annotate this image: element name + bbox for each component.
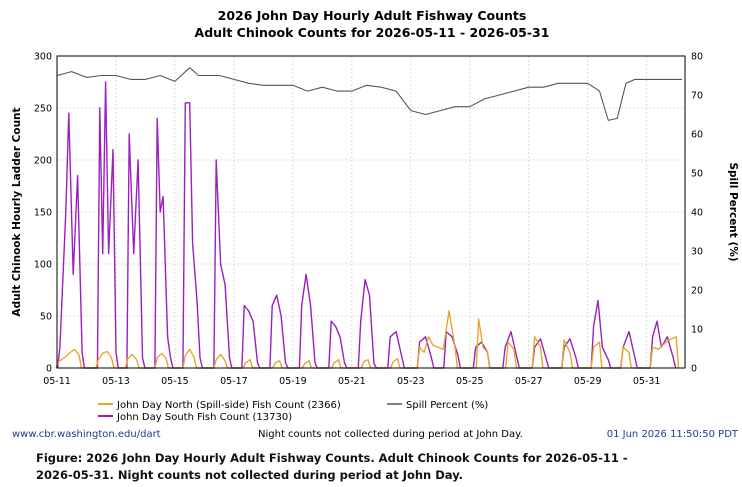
chart-subtitle: Adult Chinook Counts for 2026-05-11 - 20… — [195, 25, 550, 40]
figure-caption: Figure: 2026 John Day Hourly Adult Fishw… — [36, 451, 628, 482]
x-tick-label: 05-15 — [161, 376, 189, 387]
y-axis-label-right: Spill Percent (%) — [727, 162, 739, 261]
legend-label-north: John Day North (Spill-side) Fish Count (… — [116, 400, 341, 411]
plot-frame — [56, 55, 686, 369]
series-line-north-count — [55, 310, 680, 369]
x-tick-label: 05-27 — [515, 376, 543, 387]
y-right-tick-label: 0 — [691, 364, 697, 375]
y-left-tick-label: 300 — [34, 52, 52, 63]
x-tick-label: 05-21 — [338, 376, 366, 387]
y-right-tick-label: 20 — [691, 286, 703, 297]
series-line-south-count — [56, 81, 677, 369]
x-tick-label: 05-13 — [102, 376, 130, 387]
y-left-tick-label: 200 — [34, 156, 52, 167]
y-left-tick-label: 0 — [46, 364, 52, 375]
timestamp: 01 Jun 2026 11:50:50 PDT — [607, 429, 739, 440]
y-right-tick-label: 50 — [691, 169, 703, 180]
y-right-tick-label: 30 — [691, 247, 703, 258]
source-link[interactable]: www.cbr.washington.edu/dart — [12, 429, 161, 440]
x-tick-label: 05-19 — [279, 376, 307, 387]
y-right-tick-label: 80 — [691, 52, 703, 63]
chart-title: 2026 John Day Hourly Adult Fishway Count… — [218, 8, 527, 23]
y-left-tick-label: 150 — [34, 208, 52, 219]
legend-label-spill: Spill Percent (%) — [406, 400, 488, 411]
x-tick-label: 05-25 — [456, 376, 484, 387]
axes: 0 50 100 150 200 250 300 0 10 20 30 40 50 60 70 80 05-11… — [34, 52, 703, 388]
x-tick-label: 05-29 — [574, 376, 602, 387]
y-left-tick-label: 100 — [34, 260, 52, 271]
x-tick-label: 05-11 — [43, 376, 71, 387]
x-tick-label: 05-31 — [633, 376, 661, 387]
chart-figure: 2026 John Day Hourly Adult Fishway Count… — [11, 8, 739, 440]
y-left-tick-label: 250 — [34, 104, 52, 115]
x-tick-label: 05-17 — [220, 376, 248, 387]
x-tick-label: 05-23 — [397, 376, 425, 387]
y-left-tick-label: 50 — [40, 312, 52, 323]
y-right-tick-label: 10 — [691, 325, 703, 336]
y-right-tick-label: 70 — [691, 91, 703, 102]
y-right-tick-label: 60 — [691, 130, 703, 141]
series-group — [55, 67, 683, 369]
series-line-spill-percent — [56, 67, 683, 121]
night-count-note: Night counts not collected during period… — [258, 429, 523, 440]
y-right-tick-label: 40 — [691, 208, 703, 219]
y-axis-label-left: Adult Chinook Hourly Ladder Count — [11, 107, 23, 316]
legend-label-south: John Day South Fish Count (13730) — [116, 412, 292, 423]
